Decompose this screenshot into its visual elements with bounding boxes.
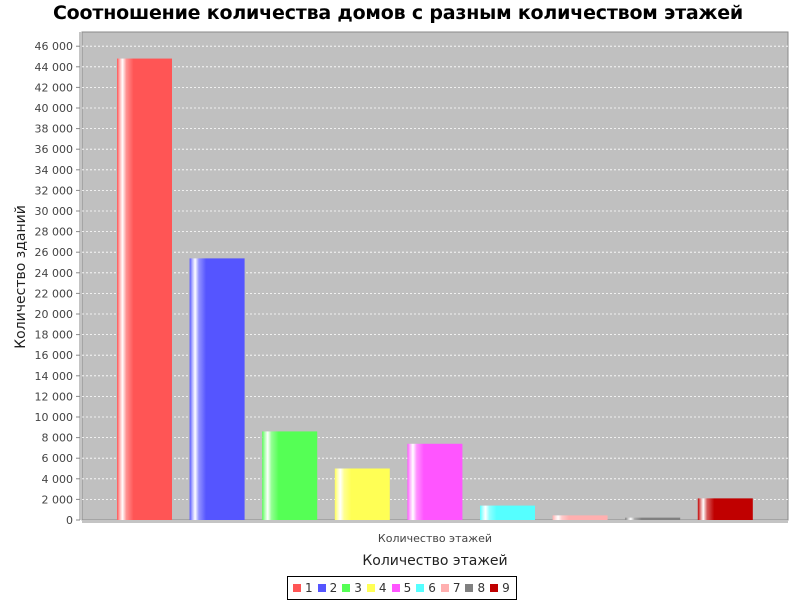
legend-item-8: 8 — [465, 581, 486, 595]
legend-swatch — [490, 584, 499, 592]
chart-legend: 1 2 3 4 5 6 7 8 9 — [287, 576, 517, 600]
legend-swatch — [416, 584, 425, 592]
x-axis-label: Количество этажей — [362, 553, 507, 569]
y-tick-label: 40 000 — [35, 102, 74, 115]
legend-label: 2 — [329, 581, 338, 595]
y-tick-label: 14 000 — [35, 370, 74, 383]
y-tick-label: 30 000 — [35, 205, 74, 218]
chart-title: Соотношение количества домов с разным ко… — [52, 2, 744, 24]
y-tick-label: 26 000 — [35, 246, 74, 259]
y-tick-label: 46 000 — [35, 40, 74, 53]
y-tick-label: 0 — [66, 514, 73, 527]
y-tick-label: 34 000 — [35, 164, 74, 177]
legend-label: 6 — [428, 581, 436, 595]
y-tick-label: 28 000 — [35, 226, 74, 239]
legend-label: 7 — [452, 581, 461, 595]
bar-2 — [189, 258, 245, 520]
category-label: Количество этажей — [378, 532, 492, 545]
y-tick-label: 4 000 — [42, 473, 74, 486]
y-tick-label: 32 000 — [35, 184, 74, 197]
y-tick-label: 10 000 — [35, 411, 74, 424]
y-tick-label: 8 000 — [42, 432, 74, 445]
y-tick-label: 22 000 — [35, 287, 74, 300]
legend-label: 1 — [305, 581, 313, 595]
bar-9 — [697, 498, 753, 520]
legend-swatch — [440, 584, 449, 592]
y-tick-label: 42 000 — [35, 81, 74, 94]
y-tick-label: 6 000 — [42, 452, 74, 465]
y-tick-label: 20 000 — [35, 308, 74, 321]
legend-item-7: 7 — [440, 581, 462, 595]
y-tick-label: 16 000 — [35, 349, 74, 362]
legend-item-3: 3 — [342, 581, 363, 595]
legend-label: 3 — [354, 581, 362, 595]
legend-label: 8 — [477, 581, 486, 595]
bar-8 — [625, 517, 681, 520]
legend-item-5: 5 — [391, 581, 413, 595]
y-tick-label: 38 000 — [35, 123, 74, 136]
legend-swatch — [317, 584, 326, 592]
legend-swatch — [342, 584, 351, 592]
legend-item-1: 1 — [293, 581, 314, 595]
bar-7 — [552, 515, 608, 520]
y-tick-label: 24 000 — [35, 267, 74, 280]
legend-item-4: 4 — [366, 581, 388, 595]
y-tick-label: 12 000 — [35, 390, 74, 403]
legend-swatch — [293, 584, 301, 592]
y-tick-label: 18 000 — [35, 329, 74, 342]
y-tick-label: 36 000 — [35, 143, 74, 156]
bar-4 — [334, 468, 390, 520]
legend-item-6: 6 — [416, 581, 437, 595]
legend-swatch — [366, 584, 375, 592]
bar-6 — [480, 505, 535, 520]
legend-swatch — [465, 584, 474, 592]
y-axis-label: Количество зданий — [13, 205, 29, 349]
bar-1 — [117, 58, 172, 521]
legend-label: 9 — [502, 581, 510, 595]
legend-label: 5 — [403, 581, 412, 595]
y-tick-label: 44 000 — [35, 61, 74, 74]
legend-label: 4 — [378, 581, 387, 595]
bar-3 — [262, 431, 318, 520]
legend-item-9: 9 — [490, 581, 511, 595]
bar-5 — [407, 443, 463, 520]
legend-swatch — [391, 584, 400, 592]
y-tick-label: 2 000 — [42, 493, 74, 506]
bar-chart: 0 2 000 4 000 6 000 8 000 10 000 12 000 14 000 1… — [13, 31, 789, 569]
legend-item-2: 2 — [317, 581, 339, 595]
